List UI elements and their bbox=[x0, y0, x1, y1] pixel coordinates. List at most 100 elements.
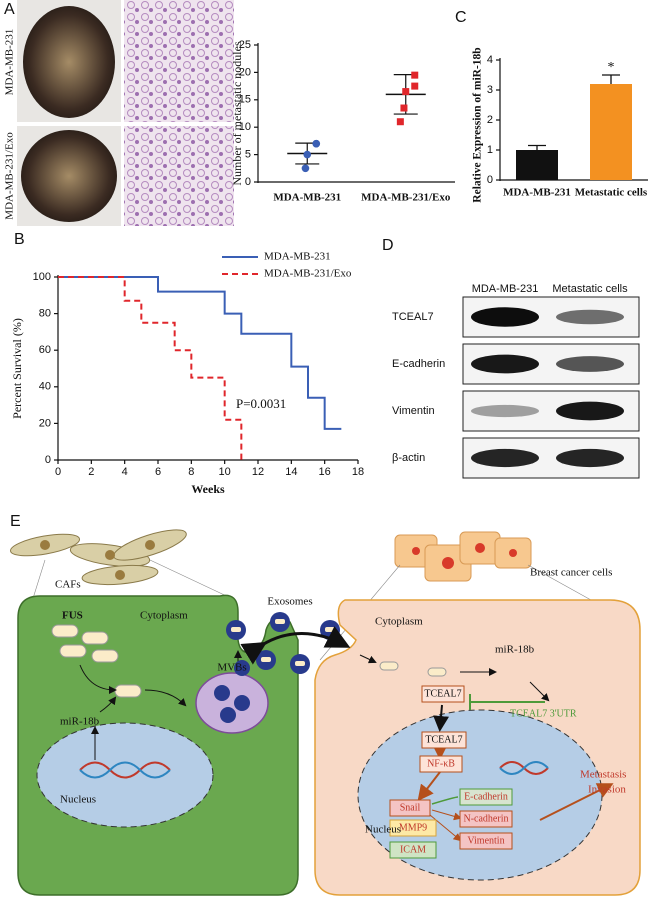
panel-label: C bbox=[455, 9, 467, 26]
bar bbox=[516, 150, 558, 180]
x-tick-label: 6 bbox=[155, 466, 161, 478]
x-tick-label: MDA-MB-231 bbox=[273, 192, 341, 204]
node bbox=[459, 810, 513, 828]
survival-line bbox=[58, 276, 243, 460]
y-tick-label: 10 bbox=[239, 121, 251, 133]
blot-column: MDA-MB-231 bbox=[472, 283, 539, 295]
panel-label: D bbox=[382, 237, 394, 254]
diagram bbox=[9, 529, 641, 896]
blot-row-label: E-cadherin bbox=[392, 358, 445, 370]
y-tick-label: 0 bbox=[487, 174, 493, 186]
y-tick-label: 5 bbox=[245, 149, 251, 161]
point bbox=[301, 164, 310, 173]
x-tick-label: 10 bbox=[219, 466, 231, 478]
diagram-label: Metastasis bbox=[580, 769, 626, 781]
band bbox=[556, 448, 624, 468]
node-label: Vimentin bbox=[467, 835, 504, 846]
diagram-label: TCEAL7 3'UTR bbox=[510, 708, 577, 719]
y-tick-label: 0 bbox=[245, 176, 251, 188]
x-tick-label: 4 bbox=[122, 466, 128, 478]
y-axis-title: Percent Survival (%) bbox=[10, 318, 24, 419]
legend-label: MDA-MB-231 bbox=[264, 251, 331, 263]
photo bbox=[23, 6, 115, 118]
y-axis-title: Relative Expression of miR-18b bbox=[472, 47, 484, 202]
node bbox=[389, 799, 431, 817]
point bbox=[411, 71, 419, 79]
y-tick-label: 2 bbox=[487, 114, 493, 126]
node-label: Snail bbox=[400, 802, 421, 813]
legend-label: MDA-MB-231/Exo bbox=[264, 268, 352, 280]
y-tick-label: 40 bbox=[39, 381, 51, 393]
node bbox=[459, 788, 513, 806]
x-tick-label: 2 bbox=[88, 466, 94, 478]
y-tick-label: 100 bbox=[33, 271, 51, 283]
node-label: N-cadherin bbox=[464, 813, 509, 824]
band bbox=[471, 307, 539, 327]
node-label: TCEAL7 bbox=[425, 734, 462, 745]
band bbox=[556, 401, 624, 421]
point bbox=[400, 104, 408, 112]
node-label: ICAM bbox=[400, 844, 426, 855]
blot-row-label: TCEAL7 bbox=[392, 311, 434, 323]
annotation: P=0.0031 bbox=[236, 396, 286, 411]
node-label: MMP9 bbox=[399, 822, 427, 833]
diagram-label: miR-18b bbox=[60, 716, 100, 728]
blot-row-label: β-actin bbox=[392, 452, 425, 464]
node bbox=[459, 832, 513, 850]
node-label: TCEAL7 bbox=[424, 688, 461, 699]
x-tick-label: 18 bbox=[352, 466, 364, 478]
y-axis-title: Number of metastatic nodules bbox=[230, 41, 244, 186]
node bbox=[421, 731, 467, 749]
point bbox=[411, 82, 419, 90]
photo bbox=[21, 130, 117, 222]
blot-frame bbox=[462, 390, 640, 432]
y-tick-label: 3 bbox=[487, 84, 493, 96]
row-label: MDA-MB-231/Exo bbox=[4, 132, 16, 220]
point bbox=[303, 150, 312, 159]
band bbox=[471, 448, 539, 468]
y-tick-label: 60 bbox=[39, 344, 51, 356]
diagram-label: Nucleus bbox=[60, 794, 96, 806]
band bbox=[471, 404, 539, 418]
x-axis-title: Weeks bbox=[191, 482, 225, 496]
diagram-label: miR-18b bbox=[495, 644, 535, 656]
node-label: E-cadherin bbox=[464, 791, 508, 802]
y-tick-label: 1 bbox=[487, 144, 493, 156]
y-tick-label: 15 bbox=[239, 94, 251, 106]
panel-label: A bbox=[4, 1, 15, 18]
x-tick-label: 14 bbox=[285, 466, 297, 478]
point bbox=[312, 139, 321, 148]
blot-row-label: Vimentin bbox=[392, 405, 435, 417]
annotation: * bbox=[608, 60, 615, 75]
blot-column: Metastatic cells bbox=[552, 283, 628, 295]
panel-label: B bbox=[14, 231, 25, 248]
node bbox=[421, 685, 465, 703]
y-tick-label: 20 bbox=[39, 417, 51, 429]
y-tick-label: 25 bbox=[239, 39, 251, 51]
diagram-label: Invasion bbox=[588, 784, 626, 796]
x-tick-label: 16 bbox=[319, 466, 331, 478]
diagram-label: Cytoplasm bbox=[375, 616, 423, 628]
point bbox=[396, 118, 404, 126]
diagram-label: FUS bbox=[62, 610, 83, 622]
diagram-label: CAFs bbox=[55, 579, 81, 591]
x-tick-label: MDA-MB-231 bbox=[503, 187, 571, 199]
node-label: NF-κB bbox=[427, 758, 455, 769]
diagram-label: Breast cancer cells bbox=[530, 567, 612, 579]
x-tick-label: 12 bbox=[252, 466, 264, 478]
y-tick-label: 4 bbox=[487, 54, 493, 66]
x-tick-label: 0 bbox=[55, 466, 61, 478]
diagram-label: Exosomes bbox=[267, 596, 312, 608]
y-tick-label: 0 bbox=[45, 454, 51, 466]
panel-label: E bbox=[10, 513, 21, 530]
histology bbox=[124, 126, 234, 226]
y-tick-label: 80 bbox=[39, 308, 51, 320]
node bbox=[389, 841, 437, 859]
histology bbox=[124, 0, 234, 122]
survival-line bbox=[58, 276, 342, 430]
diagram-label: Nucleus bbox=[365, 824, 401, 836]
x-tick-label: 8 bbox=[188, 466, 194, 478]
row-label: MDA-MB-231 bbox=[4, 29, 16, 96]
band bbox=[471, 354, 539, 374]
